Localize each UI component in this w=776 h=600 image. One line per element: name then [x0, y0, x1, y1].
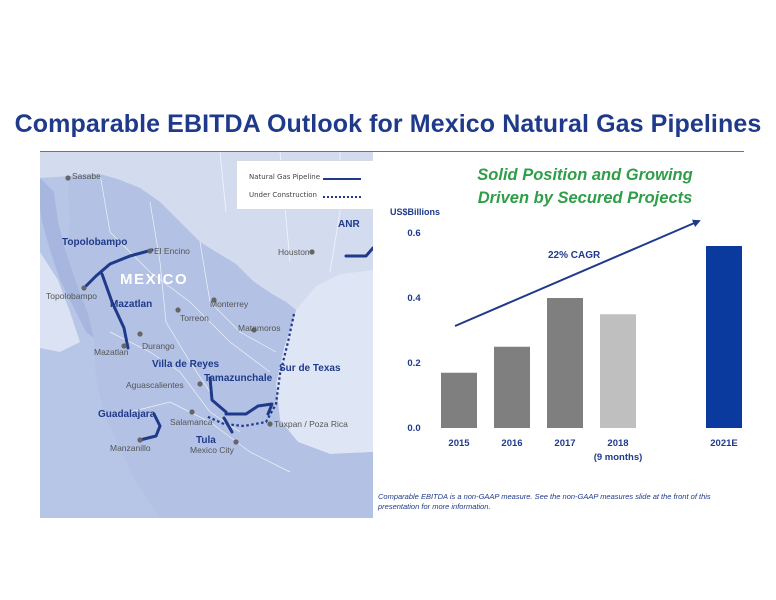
y-tick-label-2: 0.4	[407, 293, 421, 304]
pipeline-anr	[344, 246, 373, 258]
pipeline-tamazunchale	[224, 402, 274, 416]
footnote: Comparable EBITDA is a non-GAAP measure.…	[378, 492, 738, 512]
country-label: MEXICO	[120, 271, 189, 288]
y-tick-label-1: 0.2	[407, 358, 420, 369]
city-salamanca: Salamanca	[170, 417, 213, 427]
y-axis-label: US$Billions	[390, 207, 440, 217]
pipeline-label-anr: ANR	[338, 219, 360, 230]
bar-2015	[441, 372, 477, 428]
pipeline-label-sur-de-texas: Sur de Texas	[279, 363, 341, 374]
bar-series	[441, 246, 742, 428]
x-tick-label-2017: 2017	[554, 438, 575, 449]
chart-headline-line1: Solid Position and Growing	[477, 166, 693, 184]
gulf-water	[276, 270, 373, 454]
mexico-mainland	[66, 174, 373, 518]
cagr-trend-arrow	[454, 219, 701, 327]
legend-label-construction: Under Construction	[249, 191, 317, 199]
y-tick-label-0: 0.0	[407, 423, 420, 434]
footnote-line2: presentation for more information.	[378, 502, 491, 512]
city-mexico-city: Mexico City	[190, 445, 234, 455]
city-mazatlan: Mazatlan	[94, 347, 129, 357]
pipeline-mazatlan	[100, 272, 130, 350]
map-graphic	[40, 152, 373, 518]
city-topolobampo: Topolobampo	[46, 291, 98, 301]
baja-peninsula	[40, 178, 94, 338]
map-legend: Natural Gas Pipeline Under Construction	[236, 160, 373, 210]
pipeline-sur-de-texas	[205, 313, 296, 428]
legend-swatch-pipeline	[323, 178, 361, 180]
bar-2021E	[706, 246, 742, 428]
city-aguascalientes: Aguascalientes	[126, 380, 184, 390]
y-axis-ticks: 0.0 0.2 0.4 0.6	[407, 228, 421, 434]
city-poza-rica: Tuxpan / Poza Rica	[274, 419, 348, 429]
city-matamoros: Matamoros	[238, 323, 281, 333]
city-houston: Houston	[278, 247, 310, 257]
bar-2018	[600, 314, 636, 428]
footnote-line1: Comparable EBITDA is a non-GAAP measure.…	[378, 492, 711, 501]
pipeline-guadalajara	[138, 412, 162, 442]
pipeline-villa-de-reyes	[208, 376, 228, 414]
x-axis-labels: 2015 2016 2017 2018 (9 months) 2021E	[448, 438, 737, 463]
pipeline-label-villa-de-reyes: Villa de Reyes	[152, 359, 220, 370]
city-monterrey: Monterrey	[210, 299, 249, 309]
city-el-encino: El Encino	[154, 246, 190, 256]
chart-headline-line2: Driven by Secured Projects	[477, 189, 693, 207]
x-tick-sublabel-2018: (9 months)	[594, 452, 643, 463]
city-torreon: Torreon	[180, 313, 209, 323]
x-tick-label-2016: 2016	[501, 438, 522, 449]
bar-2017	[547, 298, 583, 428]
x-tick-label-2018: 2018	[607, 438, 628, 449]
slide-title: Comparable EBITDA Outlook for Mexico Nat…	[14, 110, 762, 138]
y-tick-label-3: 0.6	[407, 228, 420, 239]
bar-2016	[494, 346, 530, 428]
cagr-annotation: 22% CAGR	[548, 250, 601, 261]
x-tick-label-2021E: 2021E	[710, 438, 737, 449]
city-manzanillo: Manzanillo	[110, 443, 151, 453]
city-markers	[65, 175, 315, 445]
pipeline-label-tamazunchale: Tamazunchale	[204, 373, 273, 384]
title-divider	[40, 151, 744, 152]
x-tick-label-2015: 2015	[448, 438, 470, 449]
gulf-of-california	[40, 252, 80, 352]
pipeline-label-tula: Tula	[196, 435, 216, 446]
city-durango: Durango	[142, 341, 175, 351]
pipeline-label-guadalajara: Guadalajara	[98, 409, 156, 420]
mexico-pipeline-map: Natural Gas Pipeline Under Construction …	[40, 152, 373, 518]
legend-label-pipeline: Natural Gas Pipeline	[249, 173, 321, 181]
city-sasabe: Sasabe	[72, 171, 101, 181]
legend-swatch-construction	[323, 196, 361, 198]
pipeline-label-mazatlan: Mazatlan	[110, 299, 153, 310]
pipeline-label-topolobampo: Topolobampo	[62, 237, 128, 248]
existing-pipelines	[84, 246, 373, 442]
pipeline-topolobampo	[84, 248, 154, 288]
